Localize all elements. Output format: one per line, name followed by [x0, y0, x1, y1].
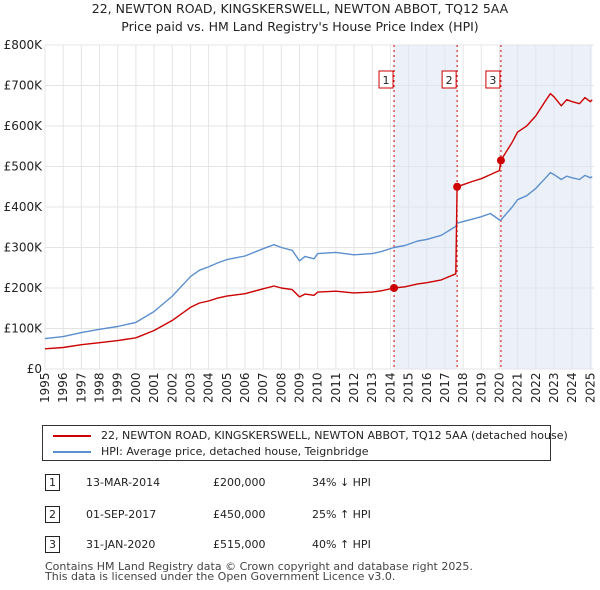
price-chart: 22, NEWTON ROAD, KINGSKERSWELL, NEWTON A…: [4, 1, 598, 403]
sale-point: [390, 284, 399, 292]
x-tick-label: 2021: [511, 372, 525, 403]
footer-copyright: Contains HM Land Registry data © Crown c…: [45, 560, 473, 573]
marker-box: [378, 70, 394, 89]
transaction-hpi-diff: 34% ↓ HPI: [312, 476, 371, 489]
x-tick-label: 2000: [129, 372, 143, 403]
x-tick-label: 2011: [329, 372, 343, 403]
x-tick-label: 2019: [474, 372, 488, 403]
shaded-region: [500, 45, 593, 369]
y-tick-label: £700K: [4, 79, 44, 93]
x-tick-label: 2008: [274, 372, 288, 403]
x-tick-label: 2016: [420, 372, 434, 403]
marker-box: [441, 70, 457, 89]
x-tick-label: 2023: [547, 372, 561, 403]
legend: 22, NEWTON ROAD, KINGSKERSWELL, NEWTON A…: [42, 425, 568, 461]
x-tick-label: 1995: [38, 372, 52, 403]
legend-label-hpi: HPI: Average price, detached house, Teig…: [101, 445, 369, 458]
marker-label: 3: [489, 74, 496, 87]
legend-swatch-property: [53, 435, 91, 437]
x-tick-label: 1997: [74, 372, 88, 403]
marker-label: 1: [383, 74, 390, 87]
x-tick-label: 2010: [311, 372, 325, 403]
x-tick-label: 2017: [438, 372, 452, 403]
sale-point: [496, 156, 505, 165]
x-tick-label: 2025: [583, 372, 597, 403]
x-tick-label: 2014: [383, 372, 397, 403]
x-tick-label: 2018: [456, 372, 470, 403]
transaction-hpi-diff: 25% ↑ HPI: [312, 508, 371, 521]
x-tick-label: 2002: [165, 372, 179, 403]
chart-title: 22, NEWTON ROAD, KINGSKERSWELL, NEWTON A…: [92, 1, 509, 16]
x-tick-label: 1996: [56, 372, 70, 403]
chart-subtitle: Price paid vs. HM Land Registry's House …: [121, 19, 478, 34]
transaction-price: £450,000: [213, 508, 266, 521]
y-tick-label: £100K: [4, 322, 44, 336]
legend-item-property: 22, NEWTON ROAD, KINGSKERSWELL, NEWTON A…: [53, 428, 568, 444]
footer: Contains HM Land Registry data © Crown c…: [45, 560, 473, 583]
marker-box: [485, 70, 501, 89]
x-tick-label: 2015: [402, 372, 416, 403]
x-tick-label: 2020: [492, 372, 506, 403]
x-tick-label: 2007: [256, 372, 270, 403]
transaction-number: 2: [45, 506, 60, 523]
x-tick-label: 1999: [111, 372, 125, 403]
x-tick-label: 2009: [293, 372, 307, 403]
transaction-date: 01-SEP-2017: [86, 508, 157, 521]
shaded-region: [394, 45, 458, 369]
x-tick-label: 2013: [365, 372, 379, 403]
x-tick-label: 2022: [529, 372, 543, 403]
y-tick-label: £200K: [4, 281, 44, 295]
transaction-price: £200,000: [213, 476, 266, 489]
x-tick-label: 2012: [347, 372, 361, 403]
series-line-hpi: [44, 171, 593, 340]
x-tick-label: 2001: [147, 372, 161, 403]
x-tick-label: 2005: [220, 372, 234, 403]
transaction-price: £515,000: [213, 538, 266, 551]
x-tick-label: 2024: [565, 372, 579, 403]
transaction-date: 13-MAR-2014: [86, 476, 161, 489]
y-tick-label: £500K: [4, 160, 44, 174]
y-tick-label: £400K: [4, 200, 44, 214]
legend-swatch-hpi: [53, 451, 91, 453]
y-tick-label: £800K: [4, 38, 44, 52]
x-tick-label: 2006: [238, 372, 252, 403]
legend-label-property: 22, NEWTON ROAD, KINGSKERSWELL, NEWTON A…: [101, 429, 568, 442]
x-tick-label: 2004: [202, 372, 216, 403]
y-tick-label: £300K: [4, 241, 44, 255]
y-tick-label: £0: [27, 362, 42, 376]
sale-point: [453, 182, 462, 191]
transaction-date: 31-JAN-2020: [86, 538, 156, 551]
y-tick-label: £600K: [4, 119, 44, 133]
transaction-hpi-diff: 40% ↑ HPI: [312, 538, 371, 551]
transaction-number: 3: [45, 536, 60, 553]
x-tick-label: 2003: [183, 372, 197, 403]
footer-license: This data is licensed under the Open Gov…: [45, 570, 396, 583]
legend-item-hpi: HPI: Average price, detached house, Teig…: [53, 444, 369, 460]
marker-label: 2: [446, 74, 453, 87]
transaction-number: 1: [45, 474, 60, 491]
x-tick-label: 1998: [93, 372, 107, 403]
